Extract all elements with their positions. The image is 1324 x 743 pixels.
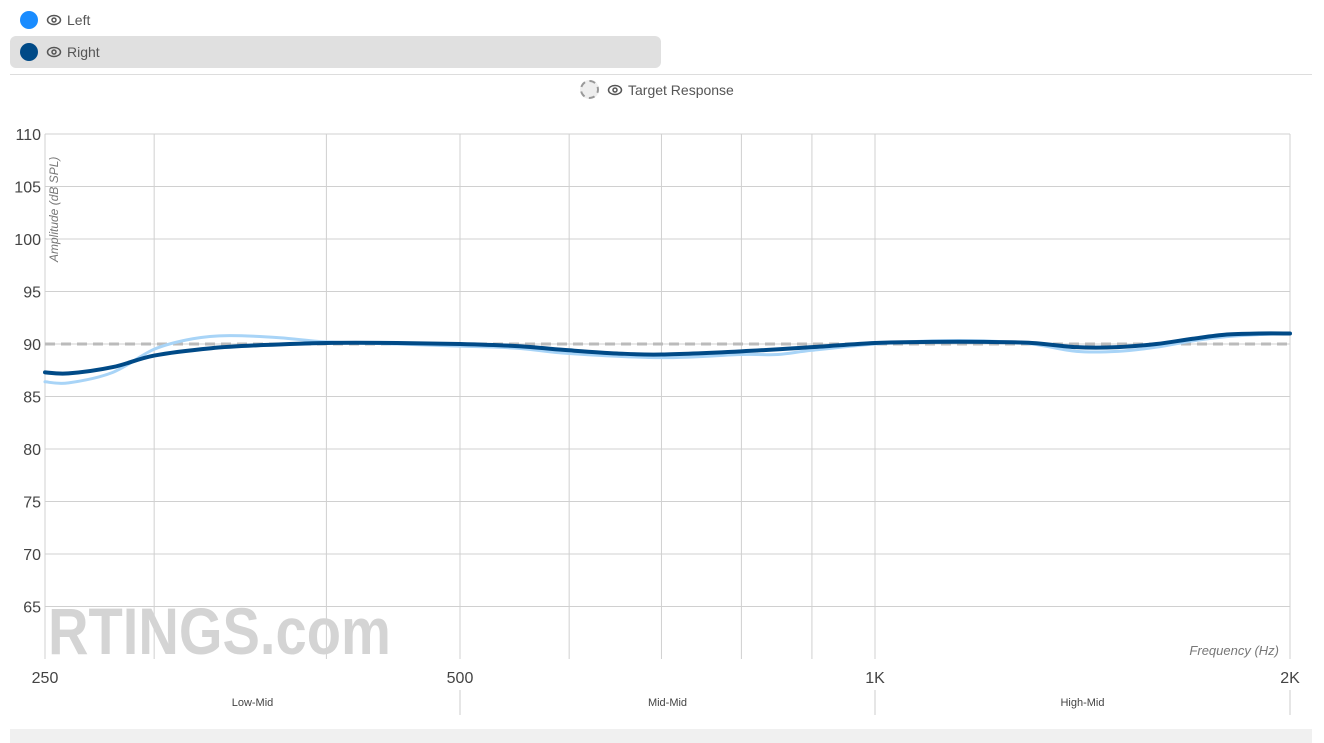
x-tick-label: 500 (447, 670, 474, 687)
footer-bar (10, 729, 1312, 743)
legend-divider (10, 74, 1312, 75)
right-color-dot (20, 43, 38, 61)
y-tick-label: 80 (23, 442, 41, 459)
legend-item-target[interactable]: Target Response (580, 80, 734, 99)
eye-icon[interactable] (46, 44, 62, 60)
x-axis-label: Frequency (Hz) (1189, 643, 1279, 658)
y-tick-label: 95 (23, 285, 41, 302)
y-tick-label: 85 (23, 390, 41, 407)
y-tick-label: 70 (23, 547, 41, 564)
series-line-right (43, 331, 1292, 376)
y-tick-label: 100 (14, 232, 41, 249)
legend-label-target: Target Response (628, 81, 734, 98)
target-dashed-dot (580, 80, 599, 99)
band-label: Mid-Mid (648, 697, 687, 709)
y-tick-label: 90 (23, 337, 41, 354)
eye-icon[interactable] (46, 12, 62, 28)
y-tick-label: 65 (23, 600, 41, 617)
y-tick-label: 75 (23, 495, 41, 512)
y-tick-label: 105 (14, 180, 41, 197)
watermark: RTINGS.com (48, 595, 391, 668)
series-line-left (43, 332, 1292, 385)
band-label: High-Mid (1060, 697, 1104, 709)
y-tick-label: 110 (15, 127, 41, 144)
legend-label-left: Left (67, 12, 91, 28)
band-label: Low-Mid (232, 697, 274, 709)
x-tick-label: 250 (32, 670, 59, 687)
left-color-dot (20, 11, 38, 29)
y-axis-label: Amplitude (dB SPL) (47, 157, 61, 263)
x-tick-label: 1K (865, 670, 885, 687)
legend-item-left[interactable]: Left (10, 4, 661, 36)
legend-item-right[interactable]: Right (10, 36, 661, 68)
eye-icon[interactable] (607, 82, 623, 98)
x-tick-label: 2K (1280, 670, 1300, 687)
legend-label-right: Right (67, 44, 100, 60)
